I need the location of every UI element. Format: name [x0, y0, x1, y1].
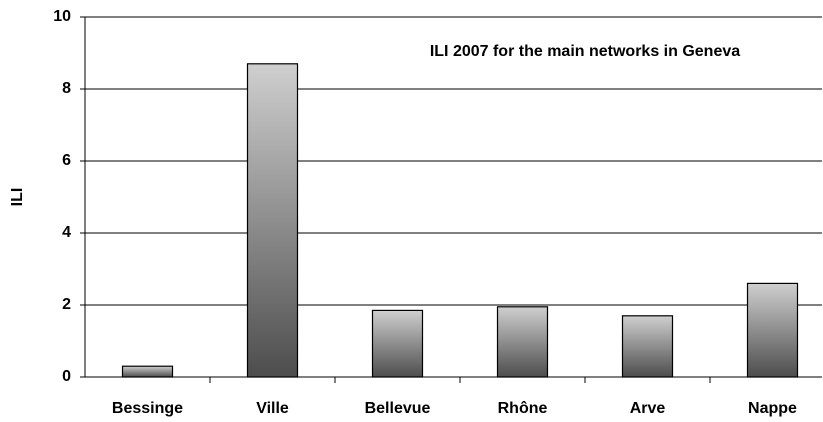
bar [246, 63, 299, 378]
y-tick-label: 10 [53, 8, 71, 25]
y-tick-label: 8 [62, 80, 71, 97]
x-tick-label: Rhône [498, 400, 548, 417]
x-tick-label: Bellevue [365, 400, 431, 417]
bar [496, 306, 549, 378]
x-tick-label: Arve [630, 400, 666, 417]
y-tick-label: 2 [62, 296, 71, 313]
bar [621, 315, 674, 378]
y-tick-label: 0 [62, 368, 71, 385]
y-tick-label: 6 [62, 152, 71, 169]
bar [746, 282, 799, 378]
y-tick-label: 4 [62, 224, 71, 241]
bar [121, 365, 174, 378]
x-tick-label: Bessinge [112, 400, 183, 417]
bar [371, 309, 424, 378]
x-tick-label: Ville [256, 400, 289, 417]
chart-title: ILI 2007 for the main networks in Geneva [430, 43, 740, 60]
y-axis-label: ILI [9, 188, 26, 207]
x-tick-label: Nappe [748, 400, 797, 417]
